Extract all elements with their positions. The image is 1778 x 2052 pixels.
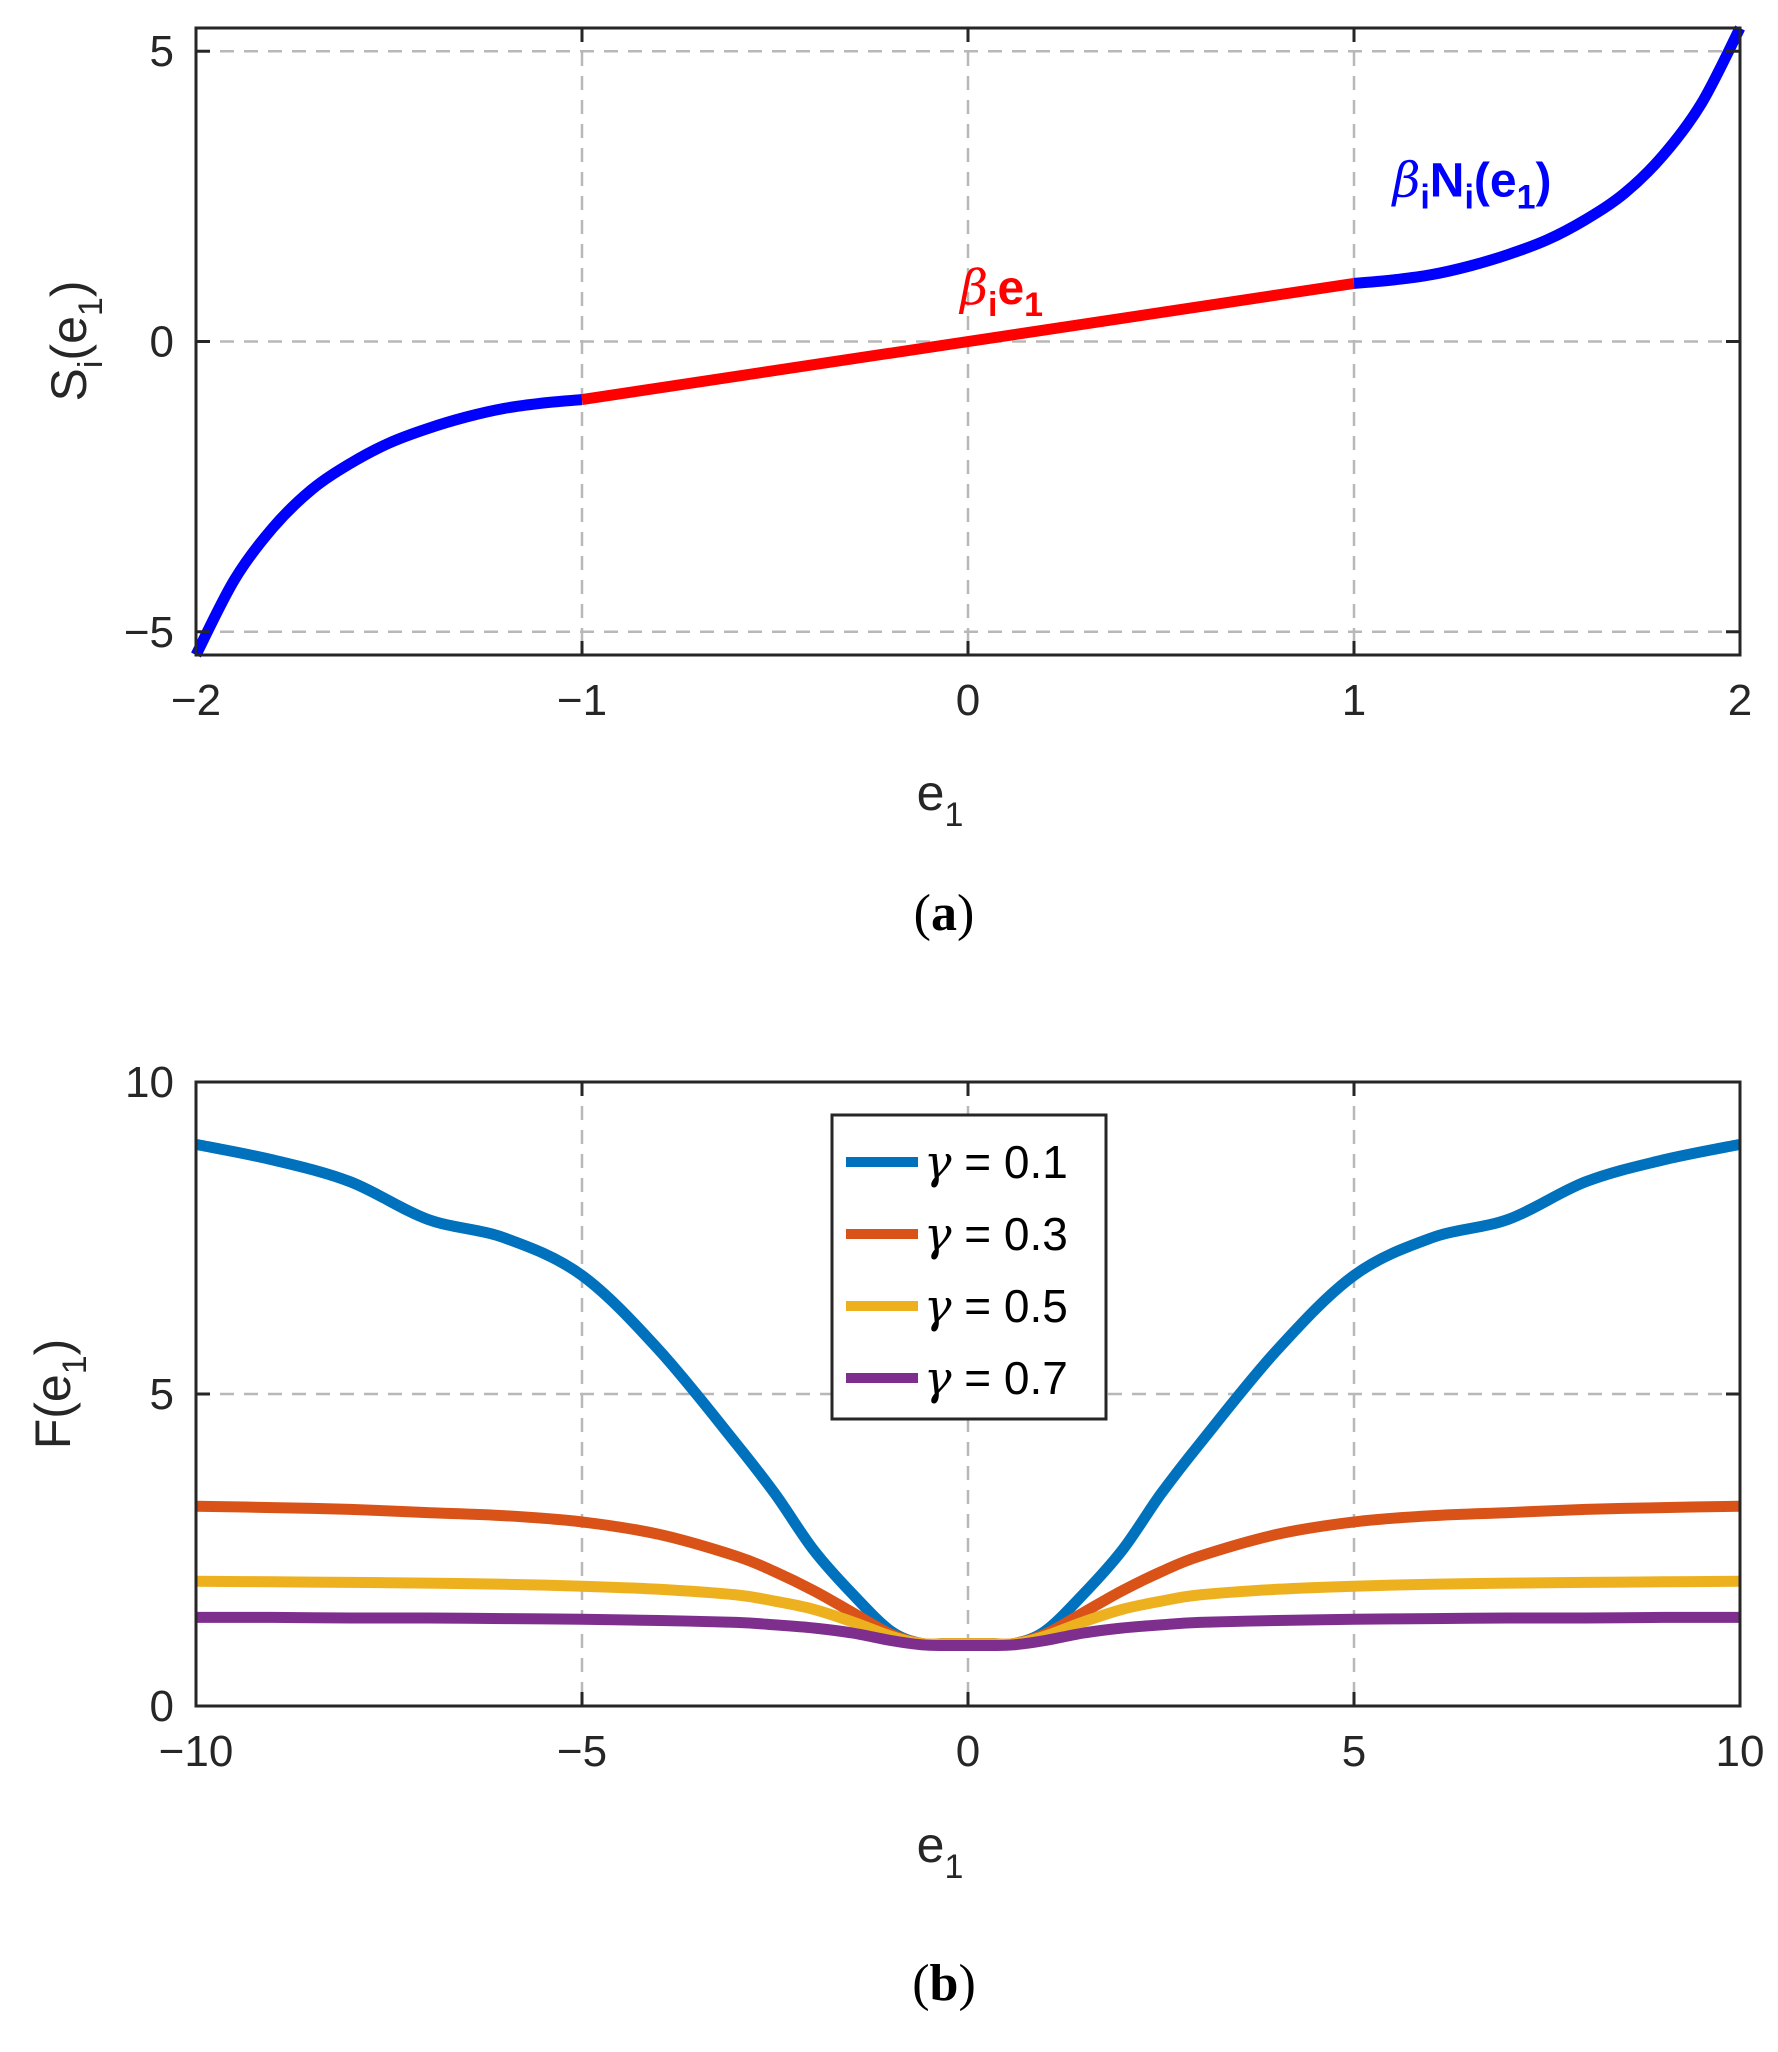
panel-a-ytick-label-0: −5: [124, 608, 174, 657]
legend-label-gamma-0-5: γ = 0.5: [924, 1279, 1068, 1333]
panel-a-xtick-label-0: −2: [171, 676, 221, 725]
panel-b-xtick-label-4: 10: [1716, 1727, 1765, 1776]
panel-b-series-line-3: [195, 1611, 1741, 1652]
panel-b-ytick-label-0: 0: [150, 1682, 174, 1731]
legend: γ = 0.1 γ = 0.3 γ = 0.5 γ = 0.7: [830, 1113, 1108, 1421]
panel-b-xlabel: e1: [917, 1817, 964, 1886]
panel-a-xtick-label-2: 0: [956, 676, 980, 725]
panel-b-ytick-label-2: 10: [125, 1058, 174, 1107]
panel-a-series-line-2: [1353, 25, 1745, 289]
panel-a-caption: (a): [914, 885, 975, 942]
panel-a-ticks: −2 −1 0 1 2 −5 0 5: [124, 27, 1752, 725]
panel-b-xtick-label-3: 5: [1342, 1727, 1366, 1776]
panel-a-ytick-label-1: 0: [150, 318, 174, 367]
panel-a-ytick-label-2: 5: [150, 27, 174, 76]
panel-a-ylabel: Si(e1): [41, 281, 110, 402]
panel-a-xtick-label-4: 2: [1728, 676, 1752, 725]
panel-b-ylabel: F(e1): [25, 1339, 94, 1450]
panel-b-caption: (b): [912, 1955, 976, 2012]
panel-a-xlabel: e1: [917, 765, 964, 834]
panel-b-series: [194, 1139, 1742, 1652]
annotation-linear-segment: βie1: [958, 260, 1043, 324]
panel-b-ticks: −10 −5 0 5 10 0 5 10: [125, 1058, 1764, 1776]
panel-b-xtick-label-1: −5: [557, 1727, 607, 1776]
panel-a-series-line-1: [581, 278, 1355, 405]
panel-b-xtick-label-2: 0: [956, 1727, 980, 1776]
annotation-nonlinear-segment: βiNi(e1): [1391, 152, 1552, 216]
panel-a-series: [191, 25, 1745, 658]
panel-a-xtick-label-1: −1: [557, 676, 607, 725]
legend-label-gamma-0-3: γ = 0.3: [924, 1207, 1068, 1261]
panel-b: −10 −5 0 5 10 0 5 10 γ = 0.1 γ = 0.3 γ = 0.5 γ …: [25, 1058, 1764, 2012]
legend-label-gamma-0-1: γ = 0.1: [924, 1135, 1068, 1189]
panel-a: −2 −1 0 1 2 −5 0 5 βie1 βiNi(e1) e1 Si(e1) (a): [41, 25, 1752, 942]
panel-b-xtick-label-0: −10: [159, 1727, 234, 1776]
panel-a-xtick-label-3: 1: [1342, 676, 1366, 725]
panel-b-ytick-label-1: 5: [150, 1370, 174, 1419]
panel-a-series-line-0: [191, 394, 583, 658]
legend-label-gamma-0-7: γ = 0.7: [924, 1351, 1068, 1405]
